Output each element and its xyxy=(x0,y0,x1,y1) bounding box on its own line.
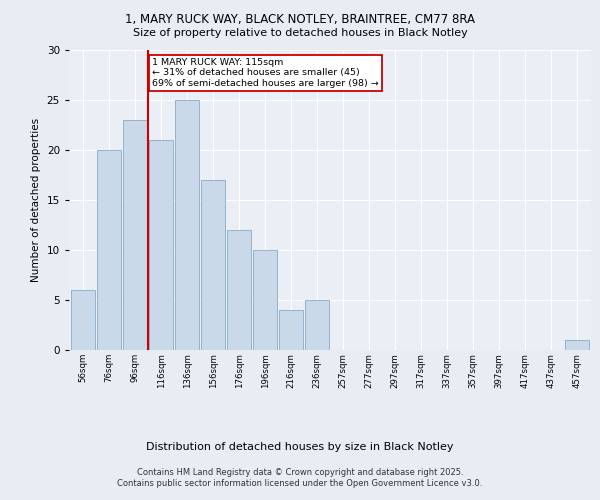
Y-axis label: Number of detached properties: Number of detached properties xyxy=(31,118,41,282)
Bar xyxy=(305,300,329,350)
Bar xyxy=(279,310,303,350)
Bar xyxy=(201,180,225,350)
Bar xyxy=(227,230,251,350)
Bar xyxy=(253,250,277,350)
Text: 1 MARY RUCK WAY: 115sqm
← 31% of detached houses are smaller (45)
69% of semi-de: 1 MARY RUCK WAY: 115sqm ← 31% of detache… xyxy=(152,58,379,88)
Bar xyxy=(71,290,95,350)
Text: Contains HM Land Registry data © Crown copyright and database right 2025.
Contai: Contains HM Land Registry data © Crown c… xyxy=(118,468,482,487)
Bar xyxy=(565,340,589,350)
Text: Size of property relative to detached houses in Black Notley: Size of property relative to detached ho… xyxy=(133,28,467,38)
Bar xyxy=(175,100,199,350)
Bar xyxy=(149,140,173,350)
Text: 1, MARY RUCK WAY, BLACK NOTLEY, BRAINTREE, CM77 8RA: 1, MARY RUCK WAY, BLACK NOTLEY, BRAINTRE… xyxy=(125,12,475,26)
Bar xyxy=(97,150,121,350)
Text: Distribution of detached houses by size in Black Notley: Distribution of detached houses by size … xyxy=(146,442,454,452)
Bar xyxy=(123,120,147,350)
